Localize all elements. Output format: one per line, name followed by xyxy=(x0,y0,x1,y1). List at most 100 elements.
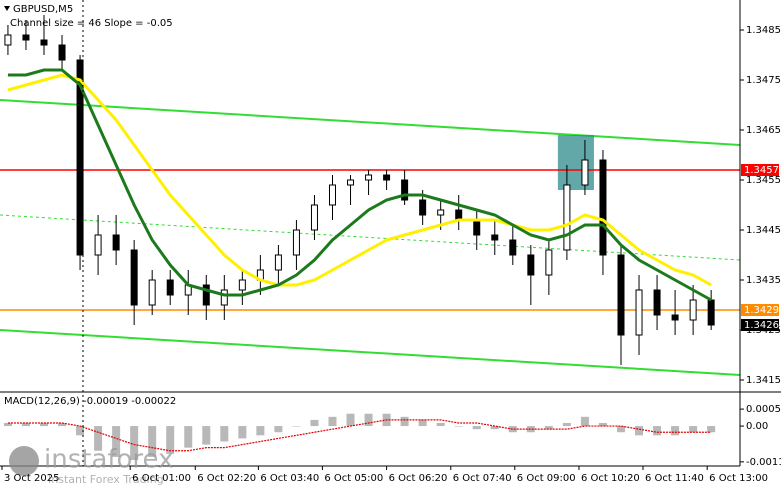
last-price-label: 1.3426 xyxy=(744,320,779,331)
candle-body xyxy=(58,44,66,61)
candle-body xyxy=(419,199,427,216)
x-tick-label: 6 Oct 06:20 xyxy=(389,473,448,484)
macd-signal xyxy=(7,419,712,452)
x-tick-label: 6 Oct 11:40 xyxy=(645,473,704,484)
x-tick-label: 6 Oct 01:00 xyxy=(132,473,191,484)
macd-bar xyxy=(526,426,535,433)
macd-bar xyxy=(202,426,211,445)
candle-body xyxy=(617,254,625,336)
candle-body xyxy=(365,174,373,181)
candle-body xyxy=(148,279,156,306)
candle-body xyxy=(202,284,210,306)
candle-body xyxy=(4,34,12,46)
chart-subtitle: Channel size = 46 Slope = -0.05 xyxy=(10,18,173,29)
candle-body xyxy=(545,249,553,276)
macd-bar xyxy=(292,426,301,427)
macd-bar xyxy=(76,426,85,436)
y-tick-label: 1.3415 xyxy=(746,375,781,386)
macd-bar xyxy=(418,419,427,427)
watermark-brand: instaforex xyxy=(44,445,173,475)
candle-body xyxy=(328,184,336,206)
macd-bar xyxy=(364,413,373,427)
macd-bar xyxy=(39,422,48,427)
candle-body xyxy=(635,289,643,336)
x-tick-label: 6 Oct 13:00 xyxy=(709,473,768,484)
macd-bar xyxy=(580,416,589,427)
candle-body xyxy=(581,159,589,186)
chart-title: GBPUSD,M5 xyxy=(13,4,73,15)
macd-bar xyxy=(3,422,12,427)
dropdown-icon xyxy=(4,6,10,11)
watermark: instaforex Instant Forex Trading xyxy=(9,445,173,486)
channel-line xyxy=(0,329,741,376)
macd-bar xyxy=(454,426,463,427)
channel-line xyxy=(0,99,741,146)
candle-body xyxy=(274,254,282,271)
price-tag-label: 1.3457 xyxy=(744,165,779,176)
price-tag xyxy=(741,304,779,316)
candle-body xyxy=(707,299,715,326)
x-tick-label: 6 Oct 10:20 xyxy=(581,473,640,484)
plot-layer xyxy=(0,15,741,460)
candle-body xyxy=(473,219,481,236)
macd-bar xyxy=(58,422,67,427)
macd-bar xyxy=(508,426,517,433)
candle-body xyxy=(94,234,102,256)
candle-body xyxy=(563,184,571,251)
macd-bar xyxy=(436,422,445,427)
y-tick-label: 1.3485 xyxy=(746,25,781,36)
macd-bar xyxy=(346,413,355,427)
x-tick-label: 6 Oct 03:40 xyxy=(260,473,319,484)
macd-bar xyxy=(671,426,680,436)
moving-average xyxy=(7,73,712,287)
macd-bar xyxy=(220,426,229,442)
y-tick-label: 1.3475 xyxy=(746,75,781,86)
candle-body xyxy=(112,234,120,251)
price-tag xyxy=(741,164,779,176)
macd-bar xyxy=(21,422,30,427)
macd-bar xyxy=(400,416,409,427)
macd-bar xyxy=(616,426,625,433)
candle-body xyxy=(491,234,499,241)
y-tick-label: 1.3435 xyxy=(746,275,781,286)
price-tag-label: 1.3429 xyxy=(744,305,779,316)
macd-bar xyxy=(94,426,103,451)
macd-bar xyxy=(562,422,571,427)
macd-bar xyxy=(166,426,175,454)
candle-body xyxy=(509,239,517,256)
macd-bar xyxy=(328,416,337,427)
y-tick-label: 1.3465 xyxy=(746,125,781,136)
x-tick-label: 6 Oct 02:20 xyxy=(197,473,256,484)
last-price-tag xyxy=(741,319,779,331)
macd-bar xyxy=(472,426,481,430)
watermark-tagline: Instant Forex Trading xyxy=(48,473,164,486)
candle-body xyxy=(238,279,246,291)
candle-body xyxy=(220,289,228,306)
highlight-box xyxy=(557,135,594,190)
macd-bar xyxy=(635,426,644,436)
watermark-logo xyxy=(9,446,39,476)
candle-body xyxy=(401,179,409,201)
macd-bar xyxy=(256,426,265,436)
candle-body xyxy=(130,249,138,306)
candle-body xyxy=(599,159,607,256)
macd-bar xyxy=(130,426,139,460)
candle-body xyxy=(689,299,697,321)
y-tick-label: 0.00055 xyxy=(746,404,781,415)
y-tick-label: -0.00116 xyxy=(746,457,781,468)
candle-body xyxy=(347,179,355,186)
candle-body xyxy=(166,279,174,296)
macd-bar xyxy=(112,426,121,457)
macd-bar xyxy=(653,426,662,436)
macd-bar xyxy=(184,426,193,448)
y-tick-label: 1.3455 xyxy=(746,175,781,186)
moving-average xyxy=(7,68,712,302)
macd-bar xyxy=(310,419,319,427)
macd-bar xyxy=(689,426,698,433)
macd-bar xyxy=(274,426,283,433)
candle-body xyxy=(40,39,48,46)
candle-body xyxy=(76,59,84,256)
